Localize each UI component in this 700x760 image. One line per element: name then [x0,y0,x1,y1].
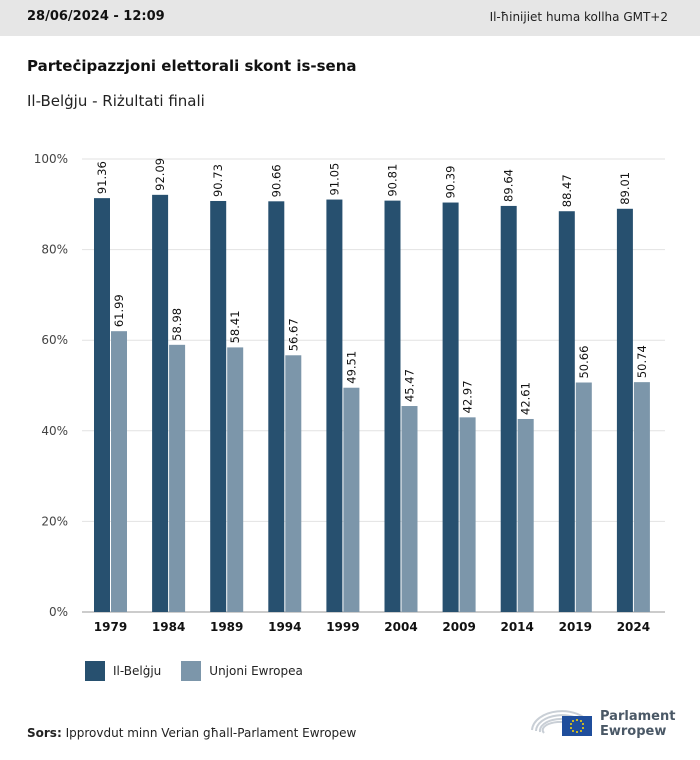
bar [94,198,110,612]
logo-line-2: Ewropew [600,724,667,739]
bar-value-label: 50.74 [635,345,649,378]
x-tick-label: 2019 [559,620,592,634]
bar [285,355,302,612]
x-tick-label: 1994 [268,620,301,634]
bar [169,344,186,612]
bar [401,406,418,612]
bar-value-label: 88.47 [560,174,574,207]
bar-value-label: 58.98 [170,308,184,341]
bar-value-label: 89.01 [618,172,632,205]
bar [500,205,517,613]
bar-value-label: 90.73 [211,164,225,197]
bar-value-label: 91.05 [327,163,341,196]
bar-value-label: 61.99 [112,294,126,327]
source-text: Ipprovdut minn Verian għall-Parlament Ew… [65,726,357,740]
y-tick-label: 100% [34,152,68,166]
bar [575,382,592,612]
y-tick-label: 0% [49,605,68,619]
bar-value-label: 42.97 [461,380,475,413]
bar-value-label: 89.64 [502,169,516,202]
x-tick-label: 2009 [442,620,475,634]
source-note: Sors: Ipprovdut minn Verian għall-Parlam… [27,726,356,740]
bar-value-label: 49.51 [344,351,358,384]
parliament-emblem-icon [531,710,592,736]
bar-chart: 0% 20% 40% 60% 80% 100% 91.36 61.99 1979 92.09 58.… [34,152,665,634]
bar-value-label: 42.61 [519,382,533,415]
bar-value-label: 90.66 [269,164,283,197]
bar [227,347,244,612]
bar [616,208,633,612]
bar [343,387,360,612]
bar-value-label: 45.47 [403,369,417,402]
bar-value-label: 92.09 [153,158,167,191]
logo-text: Parlament Ewropew [600,709,675,739]
bar-value-label: 90.81 [386,164,400,197]
legend-swatch-belgium [85,661,105,681]
x-tick-label: 2014 [500,620,533,634]
x-tick-label: 2024 [617,620,650,634]
y-tick-label: 20% [41,514,68,528]
bar [459,417,476,612]
legend-label-eu: Unjoni Ewropea [209,664,303,678]
x-tick-label: 1999 [326,620,359,634]
bar [633,382,650,612]
legend-swatch-eu [181,661,202,681]
y-tick-label: 80% [41,243,68,257]
european-parliament-logo: Parlament Ewropew [528,700,678,744]
x-tick-label: 1989 [210,620,243,634]
bar [558,211,575,612]
x-tick-label: 1984 [152,620,185,634]
bar [210,200,227,612]
logo-line-1: Parlament [600,709,676,724]
legend-label-belgium: Il-Belġju [113,664,162,678]
x-tick-label: 2004 [384,620,417,634]
timestamp: 28/06/2024 - 12:09 [27,9,165,24]
y-tick-label: 60% [41,333,68,347]
bar-value-label: 91.36 [95,161,109,194]
bar-value-label: 58.41 [228,310,242,343]
x-tick-label: 1979 [94,620,127,634]
chart-title: Parteċipazzjoni elettorali skont is-sena [27,57,357,75]
bar-value-label: 90.39 [444,166,458,199]
bar [111,331,127,612]
bar [384,200,401,612]
bar [268,201,285,613]
bar-value-label: 50.66 [577,346,591,379]
bar-value-label: 56.67 [286,318,300,351]
bar [152,194,169,612]
bar [442,202,459,612]
legend: Il-Belġju Unjoni Ewropea [85,661,323,681]
top-bar: 28/06/2024 - 12:09 Il-ħinijiet huma koll… [0,0,700,36]
timezone-note: Il-ħinijiet huma kollha GMT+2 [489,10,668,24]
bar [517,418,534,612]
chart-subtitle: Il-Belġju - Riżultati finali [27,92,205,110]
source-label: Sors: [27,726,62,740]
bar [326,199,343,612]
y-tick-label: 40% [41,424,68,438]
